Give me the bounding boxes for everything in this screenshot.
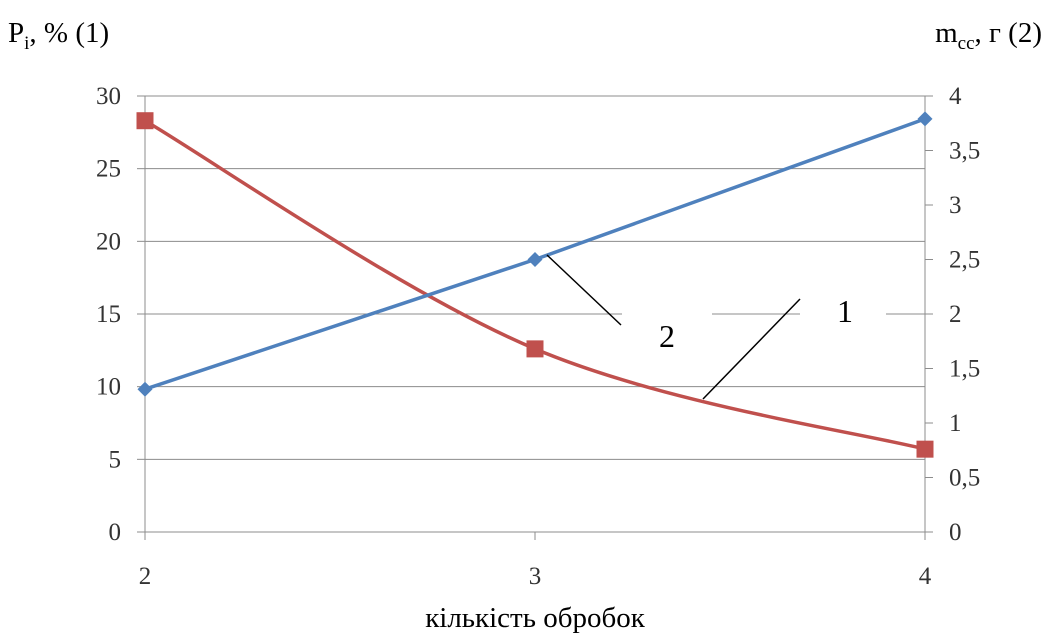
x-tick-label: 4 [919,563,932,590]
callout-1-label: 1 [837,293,853,329]
callout-1-mask [800,292,886,332]
y-right-tick-label: 4 [949,83,962,110]
y-left-title-main: P [8,17,24,49]
series-2-point [527,252,543,267]
y-left-tick-label: 5 [109,446,122,473]
series-1-line [144,119,926,451]
series-2-point [137,381,153,397]
callout-1-leader [702,298,801,400]
y-left-tick-label: 25 [96,156,121,183]
y-right-title-main: m [935,17,958,49]
tick-labels: 0 5 10 15 20 25 30 0 0,5 1 1,5 2 2,5 3 3,5 4 2 3 4 [96,83,980,590]
y-left-tick-label: 30 [96,83,121,110]
y-right-title-rest: , г (2) [975,17,1042,49]
series-2-point [917,111,933,127]
y-right-tick-label: 1 [949,410,962,437]
y-right-tick-label: 2,5 [949,247,980,274]
y-right-axis-title: mcc, г (2) [935,17,1042,54]
y-right-title-sub: cc [958,33,975,54]
y-left-tick-label: 20 [96,228,121,255]
x-axis-title: кількість обробок [425,602,646,634]
y-left-tick-label: 0 [109,519,122,546]
series-1-point [136,112,154,130]
x-tick-label: 2 [139,563,152,590]
callouts: 12 [546,254,886,400]
y-left-axis-title: Pi, % (1) [8,17,109,54]
y-right-tick-label: 2 [949,301,962,328]
callout-2-mask [622,292,712,332]
callout-2-leader [546,254,622,326]
gridlines [145,95,925,460]
y-right-tick-label: 0 [949,519,962,546]
y-right-tick-label: 3 [949,192,962,219]
series-1-point [916,440,934,458]
series-lines [136,111,934,458]
y-left-title-rest: , % (1) [29,17,109,49]
callout-2-label: 2 [659,318,675,354]
y-left-title-sub: i [24,33,29,54]
y-left-tick-label: 15 [96,301,121,328]
y-left-tick-label: 10 [96,374,121,401]
y-right-tick-label: 3,5 [949,138,980,165]
series-1-point [526,340,544,358]
x-tick-label: 3 [529,563,542,590]
y-right-tick-label: 0,5 [949,465,980,492]
axes [137,95,933,540]
y-right-tick-label: 1,5 [949,356,980,383]
